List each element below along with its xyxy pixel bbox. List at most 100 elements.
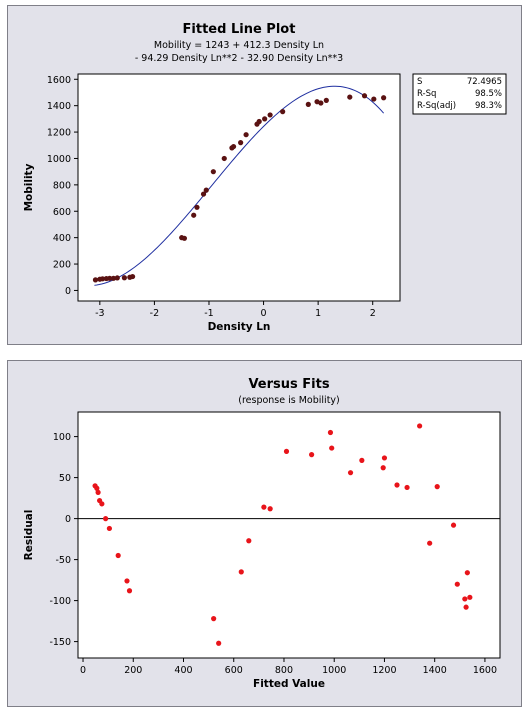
data-point (450, 522, 457, 528)
y-tick-label: 1600 (47, 75, 71, 86)
data-point (305, 101, 311, 107)
y-tick-label: 400 (53, 233, 71, 244)
data-point (283, 448, 290, 454)
data-point (404, 484, 410, 491)
y-tick-label: -50 (55, 555, 71, 566)
y-axis-label: Residual (23, 510, 35, 561)
data-point (361, 93, 368, 99)
y-tick-label: -100 (49, 596, 71, 607)
stats-box-frame (412, 73, 507, 115)
y-tick-label: 1200 (47, 128, 71, 139)
data-point (103, 516, 109, 522)
data-point (194, 204, 200, 210)
x-tick-label: 1 (315, 308, 321, 319)
stats-value: 98.5% (475, 89, 502, 99)
data-point (464, 570, 470, 576)
data-point (106, 525, 112, 532)
data-point (309, 452, 315, 458)
y-tick-label: 50 (59, 473, 71, 484)
data-point (262, 116, 268, 122)
y-tick-label: 800 (53, 180, 71, 191)
chart-title: Versus Fits (248, 377, 329, 392)
y-tick-label: 0 (65, 286, 71, 297)
y-tick-label: -150 (49, 637, 71, 648)
data-point (95, 489, 101, 495)
data-point (92, 277, 99, 283)
fitted-regression-line (94, 85, 385, 286)
x-axis-label: Fitted Value (253, 678, 325, 690)
stats-value: 72.4965 (467, 77, 502, 87)
data-point (381, 455, 388, 461)
stats-label: S (417, 77, 422, 87)
data-point (124, 578, 130, 584)
x-tick-label: -1 (204, 308, 213, 319)
data-point (394, 482, 400, 488)
data-point (347, 470, 354, 476)
data-point (238, 569, 244, 575)
data-point (454, 581, 460, 587)
data-point (99, 501, 105, 507)
y-tick-label: 0 (65, 514, 71, 525)
data-point (280, 109, 286, 115)
data-point (434, 484, 440, 490)
y-tick-label: 200 (53, 260, 71, 271)
x-axis-label: Density Ln (208, 321, 271, 333)
data-point (216, 640, 222, 646)
data-point (203, 187, 209, 193)
data-point (191, 212, 197, 218)
data-point (417, 423, 423, 429)
data-point (114, 275, 120, 281)
stats-box: S 72.4965 R-Sq 98.5% R-Sq(adj) 98.3% (412, 73, 507, 115)
x-tick-label: 600 (225, 665, 243, 676)
data-point (267, 112, 273, 118)
data-point (129, 273, 136, 280)
data-point (238, 140, 244, 146)
plot-area (77, 73, 401, 302)
data-point (318, 100, 324, 106)
stats-label: R-Sq (417, 89, 436, 99)
x-tick-label: 1000 (322, 665, 346, 676)
x-tick-label: 0 (80, 665, 86, 676)
data-point (329, 445, 335, 451)
data-point (323, 97, 329, 103)
fitted-line-plot-panel: Fitted Line Plot Mobility = 1243 + 412.3 … (7, 5, 522, 345)
x-tick-label: 800 (275, 665, 293, 676)
data-point (243, 132, 249, 138)
data-point (256, 118, 262, 125)
plot-area (77, 411, 501, 659)
x-tick-label: 1400 (423, 665, 447, 676)
data-point (427, 540, 433, 546)
y-tick-label: 1400 (47, 101, 71, 112)
data-point (462, 596, 468, 602)
x-tick-label: -3 (95, 308, 104, 319)
data-point (261, 504, 267, 510)
chart-title: Fitted Line Plot (183, 22, 296, 37)
data-point (380, 465, 386, 471)
data-point (211, 616, 217, 622)
data-point (230, 143, 237, 150)
data-point (467, 594, 473, 600)
data-point (221, 155, 227, 162)
data-point (126, 588, 133, 594)
data-point (347, 94, 353, 100)
x-tick-label: 1600 (473, 665, 497, 676)
data-point (463, 604, 469, 610)
chart-subtitle: Mobility = 1243 + 412.3 Density Ln (154, 40, 324, 51)
x-tick-label: 400 (174, 665, 192, 676)
y-tick-label: 600 (53, 207, 71, 218)
data-point (115, 552, 121, 559)
data-point (107, 275, 113, 281)
versus-fits-chart: Versus Fits (response is Mobility) 0 200 400… (23, 377, 501, 690)
x-tick-label: 0 (261, 308, 267, 319)
y-tick-label: 1000 (47, 154, 71, 165)
chart-subtitle: (response is Mobility) (238, 395, 340, 406)
x-tick-label: 2 (370, 308, 376, 319)
data-point (121, 275, 127, 281)
data-point (267, 506, 273, 512)
x-tick-label: 1200 (372, 665, 396, 676)
chart-subtitle: - 94.29 Density Ln**2 - 32.90 Density Ln… (135, 53, 343, 64)
data-point (200, 191, 207, 197)
stats-label: R-Sq(adj) (417, 101, 456, 111)
fitted-line-plot-chart: Fitted Line Plot Mobility = 1243 + 412.3 … (23, 22, 507, 333)
data-point (99, 276, 106, 282)
